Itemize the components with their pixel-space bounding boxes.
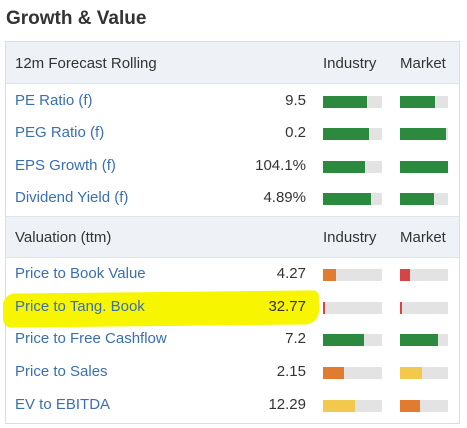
- forecast-header-label: 12m Forecast Rolling: [15, 55, 157, 72]
- metric-link[interactable]: PE Ratio (f): [15, 92, 93, 109]
- market-bar: [400, 193, 448, 205]
- metric-value: 7.2: [285, 330, 306, 347]
- industry-column-label: Industry: [323, 229, 377, 246]
- market-bar-fill: [400, 367, 423, 379]
- metric-link[interactable]: EV to EBITDA: [15, 396, 111, 413]
- metric-link[interactable]: Price to Book Value: [15, 265, 146, 282]
- metric-value: 2.15: [276, 363, 306, 380]
- market-bar: [400, 302, 448, 314]
- market-bar-fill: [400, 269, 410, 281]
- market-bar: [400, 334, 448, 346]
- metric-row-highlighted: Price to Tang. Book 32.77: [6, 291, 459, 323]
- metric-row: Dividend Yield (f) 4.89%: [6, 182, 459, 214]
- metric-value: 9.5: [285, 92, 306, 109]
- industry-bar: [323, 400, 382, 412]
- market-bar-fill: [400, 96, 435, 108]
- market-bar-fill: [400, 302, 403, 314]
- valuation-header-label: Valuation (ttm): [15, 229, 112, 246]
- metric-row: Price to Free Cashflow 7.2: [6, 323, 459, 355]
- section-title: Growth & Value: [6, 8, 147, 29]
- metric-value: 0.2: [285, 124, 306, 141]
- metric-link[interactable]: Price to Free Cashflow: [15, 330, 167, 347]
- metric-row: EPS Growth (f) 104.1%: [6, 150, 459, 182]
- industry-bar-fill: [323, 302, 326, 314]
- market-bar: [400, 128, 448, 140]
- metric-value: 4.89%: [263, 189, 306, 206]
- industry-bar: [323, 96, 382, 108]
- metric-row: EV to EBITDA 12.29: [6, 389, 459, 421]
- forecast-header: 12m Forecast Rolling Industry Market: [6, 42, 459, 84]
- metric-link[interactable]: Price to Tang. Book: [15, 298, 145, 315]
- metric-link[interactable]: EPS Growth (f): [15, 157, 116, 174]
- industry-bar: [323, 302, 382, 314]
- market-bar: [400, 96, 448, 108]
- market-bar-fill: [400, 161, 448, 173]
- metric-value: 12.29: [268, 396, 306, 413]
- metric-link[interactable]: Price to Sales: [15, 363, 108, 380]
- industry-bar-fill: [323, 367, 344, 379]
- market-column-label: Market: [400, 229, 446, 246]
- industry-bar-fill: [323, 96, 368, 108]
- valuation-header: Valuation (ttm) Industry Market: [6, 216, 459, 258]
- industry-bar: [323, 193, 382, 205]
- market-bar: [400, 161, 448, 173]
- market-bar-fill: [400, 193, 434, 205]
- metric-row: Price to Sales 2.15: [6, 356, 459, 388]
- industry-bar-fill: [323, 128, 370, 140]
- metric-row: Price to Book Value 4.27: [6, 258, 459, 290]
- industry-bar-fill: [323, 193, 372, 205]
- metric-value: 4.27: [276, 265, 306, 282]
- industry-column-label: Industry: [323, 55, 377, 72]
- market-bar: [400, 269, 448, 281]
- growth-value-panel: 12m Forecast Rolling Industry Market PE …: [2, 41, 460, 424]
- industry-bar-fill: [323, 334, 365, 346]
- industry-bar: [323, 367, 382, 379]
- industry-bar: [323, 128, 382, 140]
- industry-bar: [323, 161, 382, 173]
- industry-bar-fill: [323, 400, 356, 412]
- industry-bar-fill: [323, 161, 366, 173]
- metric-value: 32.77: [268, 298, 306, 315]
- industry-bar-fill: [323, 269, 336, 281]
- market-bar: [400, 367, 448, 379]
- market-column-label: Market: [400, 55, 446, 72]
- metric-value: 104.1%: [255, 157, 306, 174]
- market-bar-fill: [400, 400, 421, 412]
- metric-row: PEG Ratio (f) 0.2: [6, 117, 459, 149]
- market-bar-fill: [400, 334, 439, 346]
- market-bar-fill: [400, 128, 447, 140]
- market-bar: [400, 400, 448, 412]
- metric-row: PE Ratio (f) 9.5: [6, 85, 459, 117]
- industry-bar: [323, 334, 382, 346]
- metric-link[interactable]: Dividend Yield (f): [15, 189, 129, 206]
- metric-link[interactable]: PEG Ratio (f): [15, 124, 105, 141]
- industry-bar: [323, 269, 382, 281]
